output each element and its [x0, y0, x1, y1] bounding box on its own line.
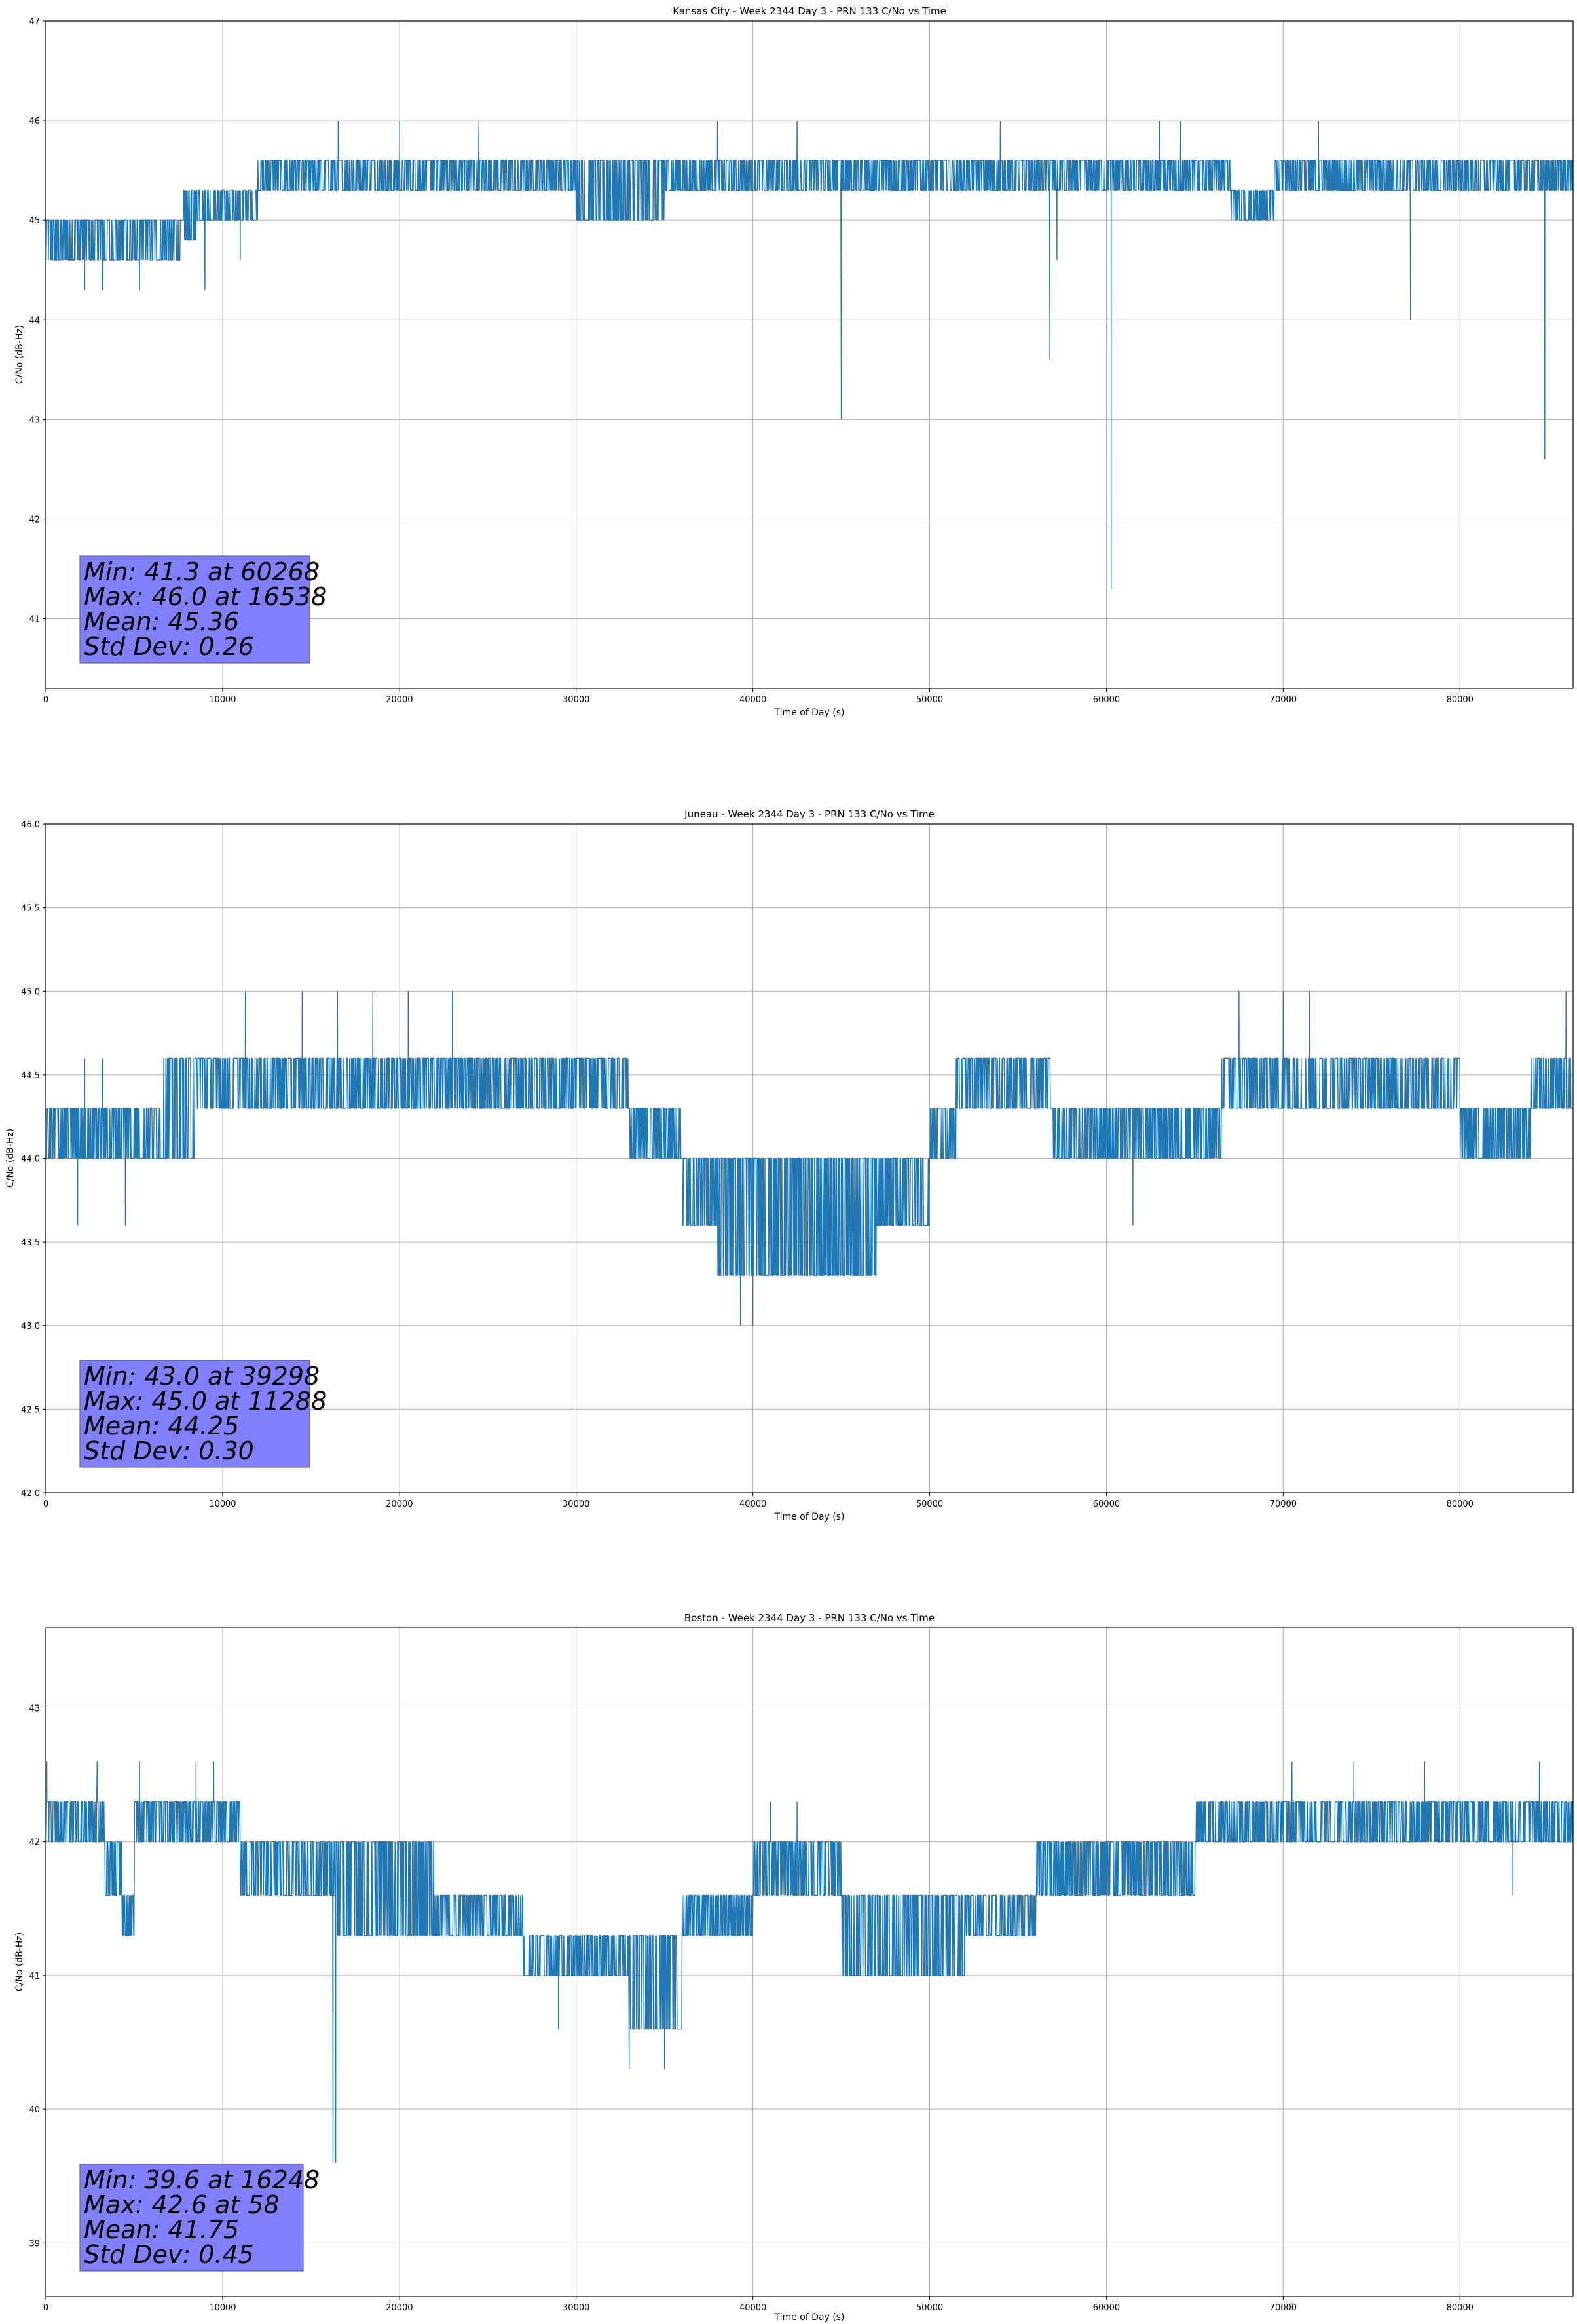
y-axis-label: C/No (dB-Hz): [14, 325, 25, 384]
plot-frame: [45, 1627, 1574, 2297]
x-axis-label: Time of Day (s): [774, 2312, 845, 2323]
y-tick-label: 46.0: [21, 820, 40, 830]
x-tick-label: 60000: [1093, 1499, 1120, 1509]
x-tick-label: 20000: [386, 695, 413, 705]
y-tick-label: 40: [29, 2105, 40, 2115]
y-tick-label: 43: [29, 1704, 40, 1714]
y-tick-label: 43.5: [21, 1238, 40, 1248]
stats-min: Min: 43.0 at 39298: [84, 1362, 320, 1391]
x-tick-label: 50000: [916, 695, 943, 705]
x-tick-label: 30000: [563, 2303, 589, 2313]
x-axis-label: Time of Day (s): [774, 1512, 845, 1522]
stats-mean: Mean: 44.25: [84, 1412, 239, 1440]
x-tick-label: 70000: [1270, 695, 1297, 705]
x-tick-label: 80000: [1447, 1499, 1474, 1509]
y-tick-label: 39: [29, 2239, 40, 2249]
plot-frame: [45, 20, 1574, 689]
x-tick-label: 60000: [1093, 2303, 1120, 2313]
stats-box: Min: 43.0 at 39298 Max: 45.0 at 11288 Me…: [79, 1360, 327, 1468]
x-tick-label: 30000: [563, 695, 589, 705]
y-tick-label: 42: [29, 1838, 40, 1848]
y-tick-label: 42.0: [21, 1489, 40, 1499]
x-tick-label: 50000: [916, 2303, 943, 2313]
y-tick-label: 44: [29, 316, 40, 326]
x-axis-label: Time of Day (s): [774, 707, 845, 718]
x-tick-label: 80000: [1447, 2303, 1474, 2313]
y-axis-label: C/No (dB-Hz): [14, 1932, 25, 1991]
chart-title: Boston - Week 2344 Day 3 - PRN 133 C/No …: [684, 1612, 935, 1624]
panel-boston: Boston - Week 2344 Day 3 - PRN 133 C/No …: [14, 1612, 1574, 2323]
stats-max: Max: 45.0 at 11288: [84, 1387, 327, 1415]
x-tick-label: 0: [43, 1499, 48, 1509]
chart-title: Kansas City - Week 2344 Day 3 - PRN 133 …: [673, 5, 946, 17]
stats-box: Min: 41.3 at 60268 Max: 46.0 at 16538 Me…: [79, 555, 327, 664]
y-tick-label: 43: [29, 415, 40, 425]
x-tick-label: 10000: [209, 2303, 236, 2313]
x-tick-label: 10000: [209, 1499, 236, 1509]
stats-mean: Mean: 45.36: [84, 607, 239, 636]
y-tick-label: 45.5: [21, 904, 40, 914]
cno-series-line: [45, 991, 1573, 1326]
x-tick-label: 40000: [739, 2303, 766, 2313]
y-tick-label: 41: [29, 615, 40, 625]
x-tick-label: 0: [43, 695, 48, 705]
x-tick-label: 20000: [386, 2303, 413, 2313]
stats-max: Max: 46.0 at 16538: [84, 582, 327, 611]
stats-std-dev: Std Dev: 0.45: [84, 2240, 254, 2269]
y-tick-label: 45: [29, 216, 40, 226]
x-tick-label: 20000: [386, 1499, 413, 1509]
stats-min: Min: 41.3 at 60268: [84, 557, 320, 586]
y-tick-label: 46: [29, 117, 40, 126]
x-tick-label: 0: [43, 2303, 48, 2313]
panel-juneau: Juneau - Week 2344 Day 3 - PRN 133 C/No …: [5, 808, 1574, 1522]
x-tick-label: 70000: [1270, 1499, 1297, 1509]
y-tick-label: 45.0: [21, 987, 40, 997]
y-axis-label: C/No (dB-Hz): [5, 1129, 16, 1188]
y-tick-label: 44.0: [21, 1155, 40, 1165]
stats-box: Min: 39.6 at 16248 Max: 42.6 at 58 Mean:…: [79, 2164, 320, 2272]
y-tick-label: 44.5: [21, 1071, 40, 1081]
x-tick-label: 80000: [1447, 695, 1474, 705]
x-tick-label: 40000: [739, 1499, 766, 1509]
stats-min: Min: 39.6 at 16248: [84, 2165, 320, 2194]
y-tick-label: 41: [29, 1972, 40, 1981]
stats-std-dev: Std Dev: 0.30: [84, 1436, 254, 1465]
x-tick-label: 60000: [1093, 695, 1120, 705]
stats-std-dev: Std Dev: 0.26: [84, 632, 254, 661]
x-tick-label: 70000: [1270, 2303, 1297, 2313]
x-tick-label: 10000: [209, 695, 236, 705]
cno-series-line: [45, 121, 1574, 589]
y-tick-label: 47: [29, 17, 40, 27]
x-tick-label: 50000: [916, 1499, 943, 1509]
panel-kansas-city: Kansas City - Week 2344 Day 3 - PRN 133 …: [14, 5, 1574, 718]
y-tick-label: 43.0: [21, 1322, 40, 1332]
y-tick-label: 42: [29, 515, 40, 525]
stats-max: Max: 42.6 at 58: [84, 2190, 280, 2219]
y-tick-label: 42.5: [21, 1405, 40, 1415]
x-tick-label: 40000: [739, 695, 766, 705]
x-tick-label: 30000: [563, 1499, 589, 1509]
chart-title: Juneau - Week 2344 Day 3 - PRN 133 C/No …: [684, 808, 935, 820]
cno-series-line: [45, 1761, 1574, 2163]
stats-mean: Mean: 41.75: [84, 2215, 239, 2244]
